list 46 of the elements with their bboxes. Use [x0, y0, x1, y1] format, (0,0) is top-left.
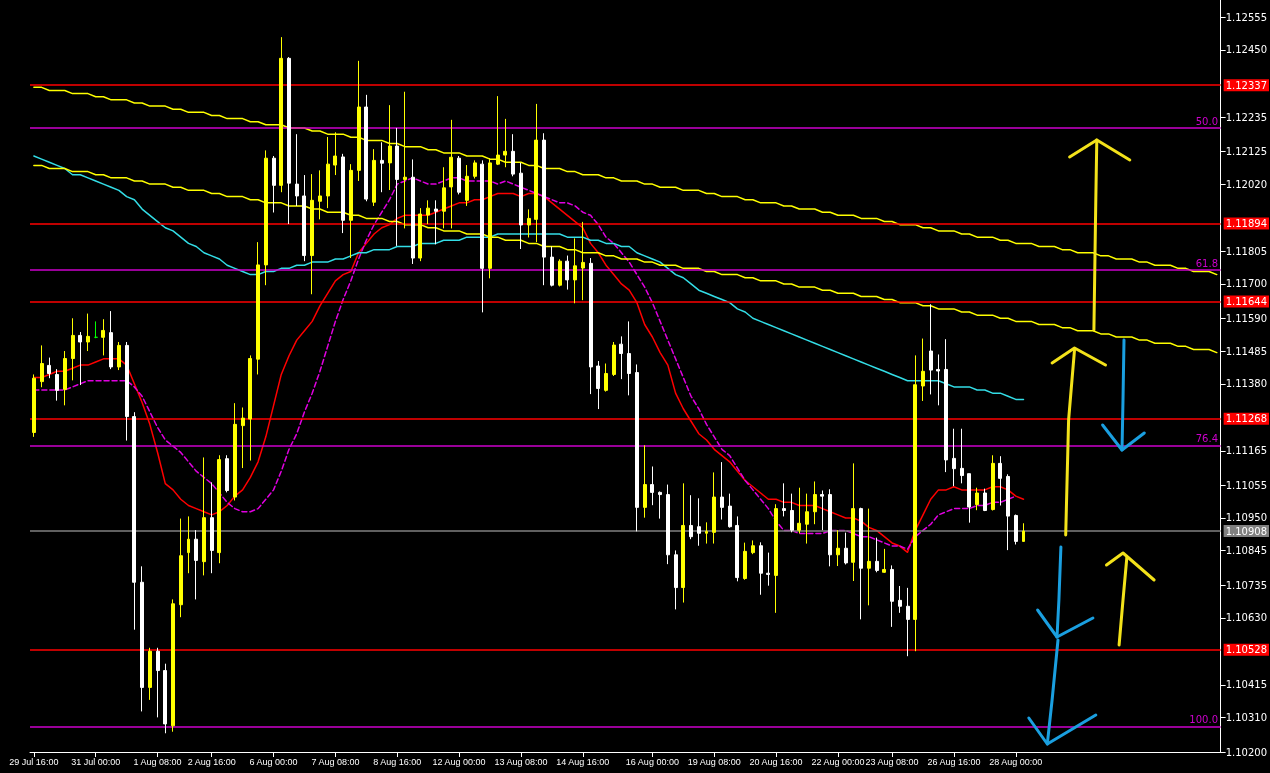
annotation: 50.0	[1195, 115, 1218, 127]
y-tick-label: 1.12020	[1225, 178, 1268, 190]
ref-line-label: 1.12337	[1225, 79, 1268, 91]
ref-line-label: 1.10908	[1225, 525, 1268, 537]
x-tick-label: 26 Aug 16:00	[927, 756, 981, 767]
y-tick-label: 1.12555	[1225, 11, 1268, 23]
y-tick-label: 1.10735	[1225, 579, 1268, 591]
y-tick-label: 1.11805	[1225, 245, 1268, 257]
x-tick-label: 29 Jul 16:00	[9, 756, 59, 767]
ref-line-label: 1.11644	[1225, 295, 1268, 307]
x-tick-label: 22 Aug 00:00	[811, 756, 865, 767]
x-tick-label: 2 Aug 16:00	[187, 756, 236, 767]
y-tick-label: 1.11380	[1225, 378, 1268, 390]
x-tick-label: 20 Aug 16:00	[749, 756, 803, 767]
y-tick-label: 1.12450	[1225, 44, 1268, 56]
x-tick-label: 14 Aug 16:00	[556, 756, 610, 767]
y-tick-label: 1.11165	[1225, 445, 1268, 457]
x-tick-label: 23 Aug 08:00	[865, 756, 919, 767]
y-tick-label: 1.10310	[1225, 712, 1268, 724]
x-tick-label: 19 Aug 08:00	[687, 756, 741, 767]
x-tick-label: 7 Aug 08:00	[311, 756, 360, 767]
y-tick-label: 1.10630	[1225, 612, 1268, 624]
y-tick-label: 1.10415	[1225, 679, 1268, 691]
annotation: 76.4	[1195, 433, 1218, 445]
y-tick-label: 1.12235	[1225, 111, 1268, 123]
y-tick-label: 1.11700	[1225, 278, 1268, 290]
y-tick-label: 1.10950	[1225, 512, 1268, 524]
x-tick-label: 1 Aug 08:00	[133, 756, 182, 767]
x-tick-label: 13 Aug 08:00	[494, 756, 548, 767]
x-tick-label: 12 Aug 00:00	[432, 756, 486, 767]
y-tick-label: 1.11485	[1225, 345, 1268, 357]
ref-line-label: 1.11894	[1225, 217, 1268, 229]
annotation: 100.0	[1189, 714, 1219, 726]
x-tick-label: 31 Jul 00:00	[71, 756, 121, 767]
y-tick-label: 1.10845	[1225, 545, 1268, 557]
x-tick-label: 6 Aug 00:00	[249, 756, 298, 767]
annotation: 61.8	[1195, 257, 1218, 269]
ref-line-label: 1.11268	[1225, 413, 1268, 425]
x-tick-label: 16 Aug 00:00	[625, 756, 679, 767]
y-tick-label: 1.10200	[1225, 746, 1268, 758]
y-tick-label: 1.11590	[1225, 312, 1268, 324]
x-tick-label: 8 Aug 16:00	[373, 756, 422, 767]
y-tick-label: 1.12125	[1225, 145, 1268, 157]
x-tick-label: 28 Aug 00:00	[989, 756, 1043, 767]
ref-line-label: 1.10528	[1225, 644, 1268, 656]
y-tick-label: 1.11055	[1225, 479, 1268, 491]
